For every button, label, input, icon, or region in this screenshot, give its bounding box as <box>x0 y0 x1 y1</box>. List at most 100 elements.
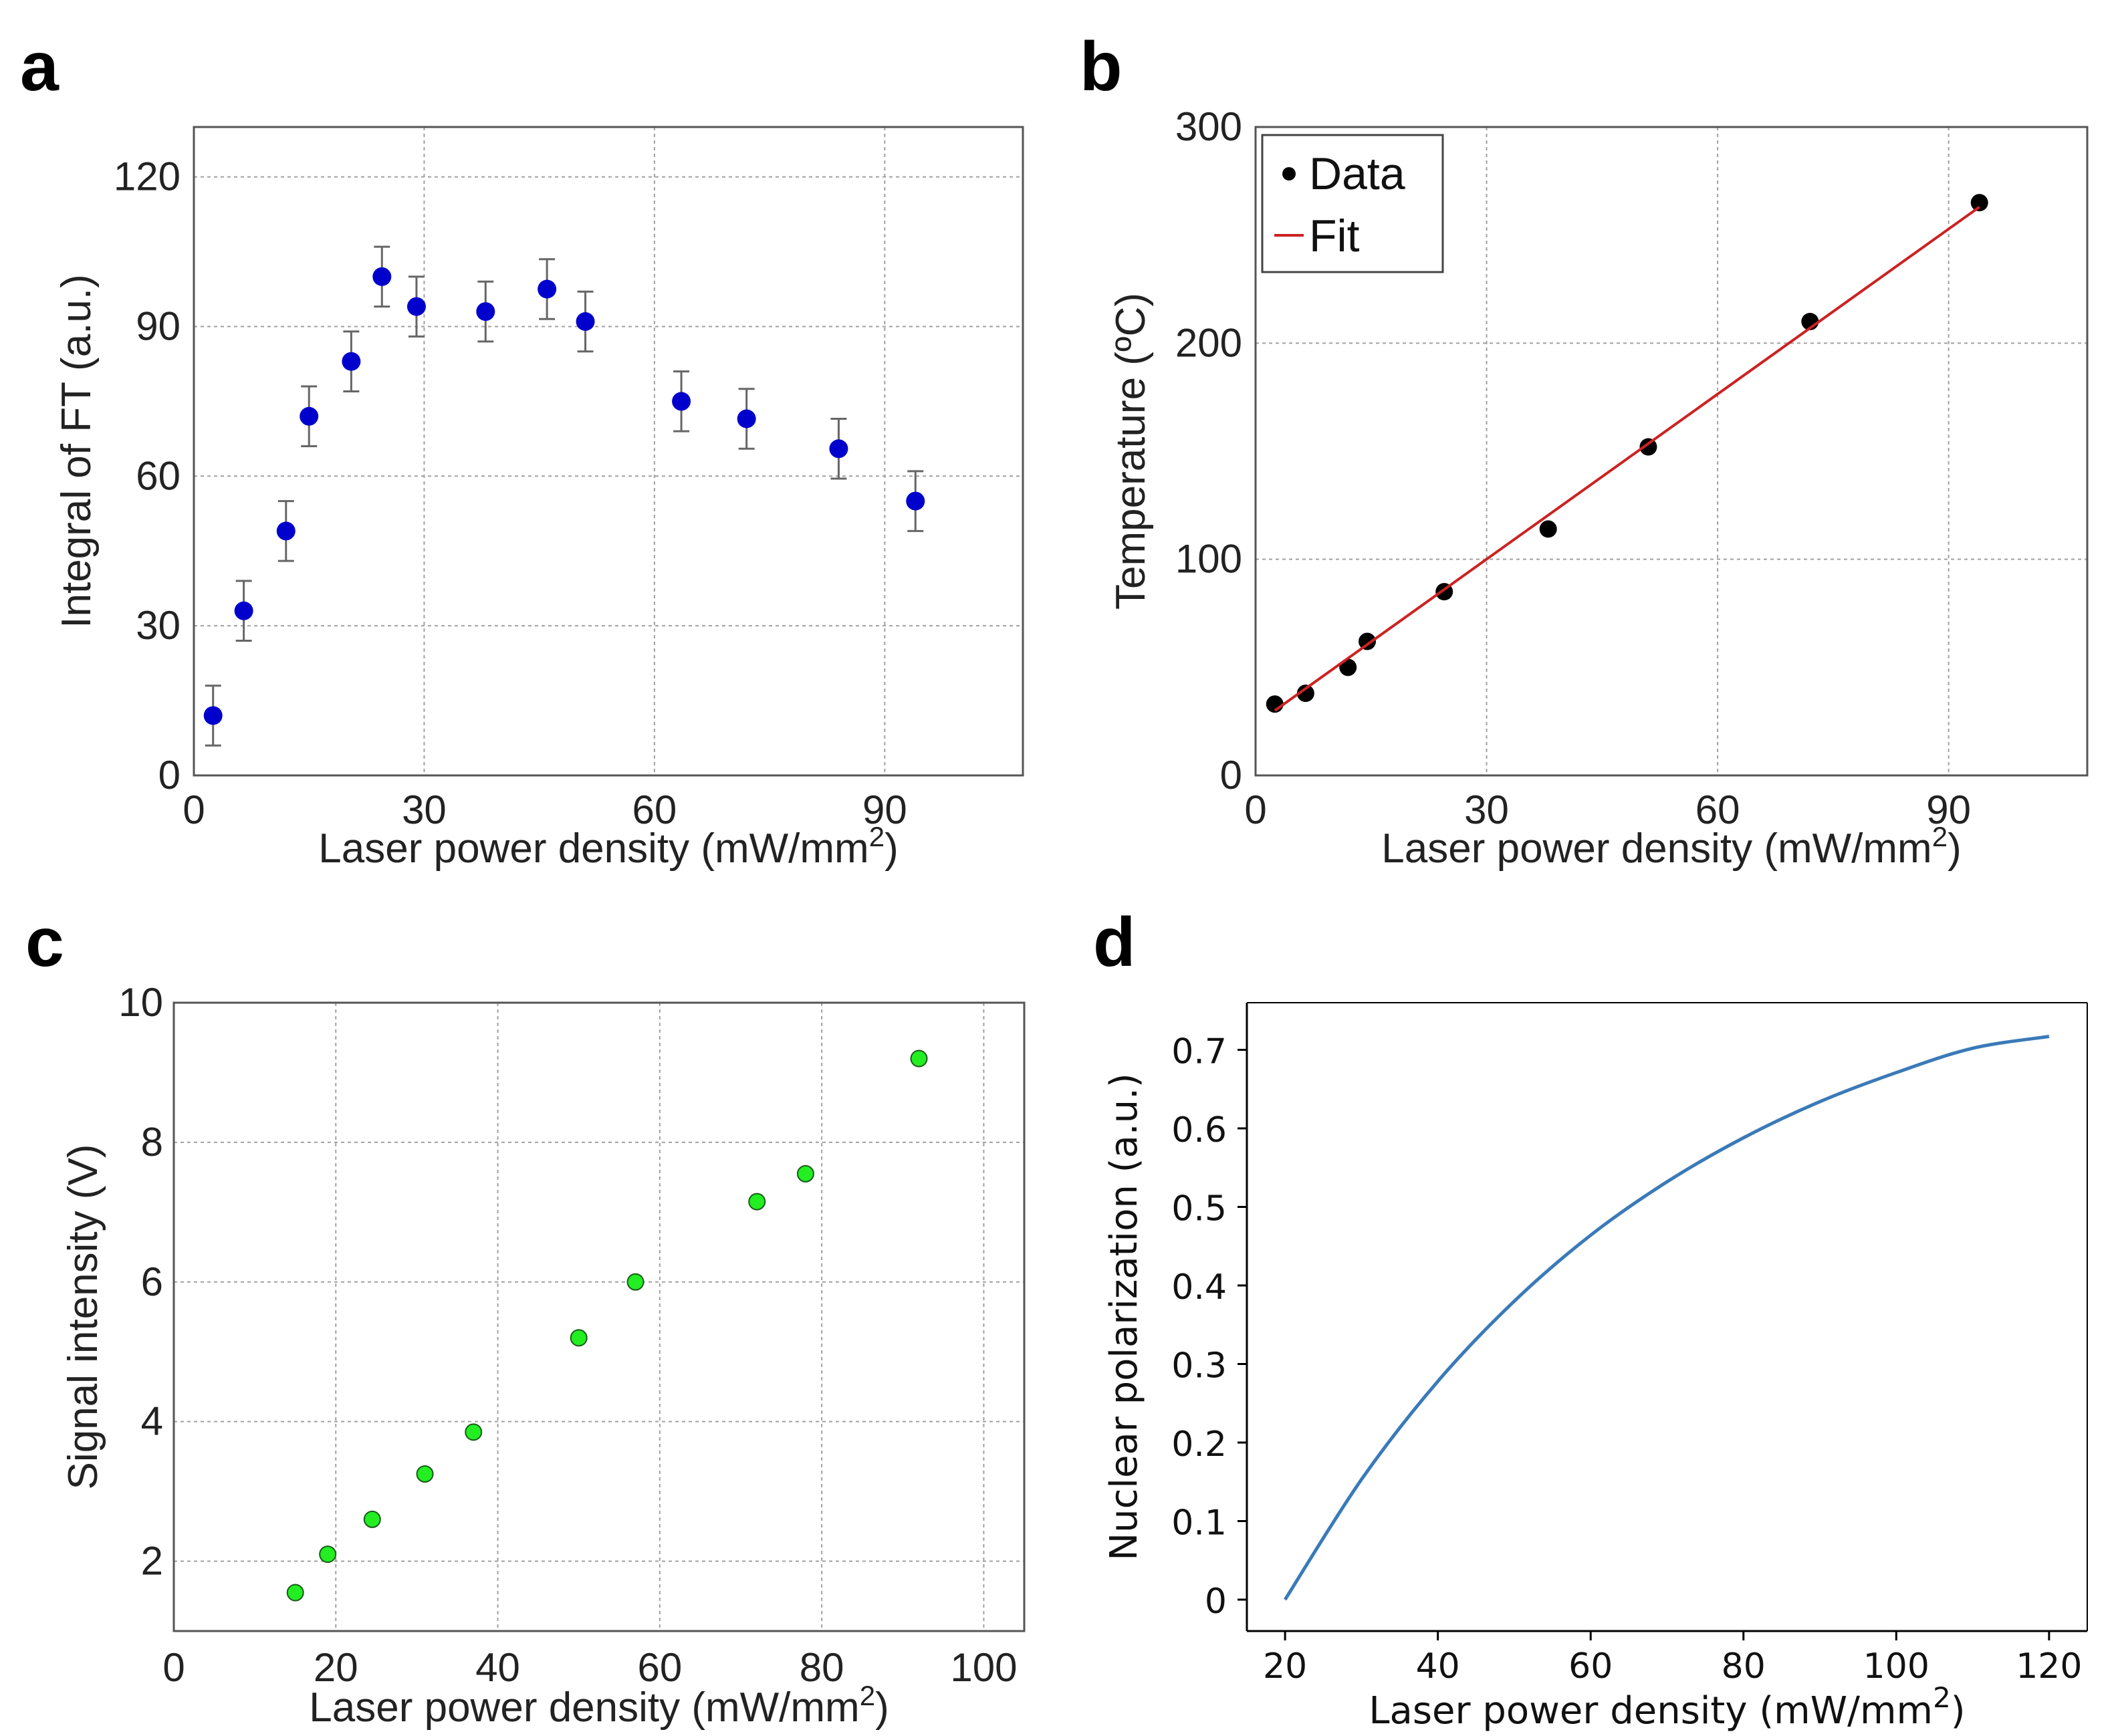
data-point <box>538 279 557 299</box>
fit-line <box>1274 206 1980 712</box>
data-point <box>748 1193 766 1211</box>
x-axis-label: Laser power density (mW/mm2) <box>1369 1681 1965 1733</box>
data-point <box>416 1465 434 1483</box>
legend: Data Fit <box>1261 134 1444 273</box>
y-tick-label: 8 <box>141 1120 163 1164</box>
data-point <box>1970 194 1988 212</box>
x-axis-label-superscript: 2 <box>1932 821 1948 852</box>
y-tick-label: 10 <box>118 980 163 1025</box>
x-tick-label: 30 <box>402 787 447 832</box>
y-tick-label: 200 <box>1175 320 1242 365</box>
panel-label-c: c <box>25 904 64 981</box>
chart-panel-b: b 0 30 60 90 0 100 200 300 Laser power density (m… <box>1080 28 2089 872</box>
x-tick-label: 90 <box>1926 787 1971 832</box>
x-tick-label: 20 <box>1263 1646 1307 1687</box>
x-tick-label: 60 <box>1695 787 1740 832</box>
y-tick-label: 6 <box>141 1259 163 1304</box>
x-axis-label-end: ) <box>875 1685 889 1731</box>
x-axis-label-end: ) <box>1951 1689 1966 1733</box>
x-axis-label-superscript: 2 <box>1933 1681 1951 1714</box>
data-point <box>234 601 253 620</box>
data-point <box>203 706 223 725</box>
x-axis-label-main: Laser power density (mW/mm <box>1369 1689 1933 1733</box>
x-tick-label: 40 <box>1416 1646 1460 1687</box>
x-tick-label: 120 <box>2016 1646 2082 1687</box>
data-point <box>476 302 495 322</box>
x-axis-label-end: ) <box>885 826 899 872</box>
plot-frame <box>193 126 1024 777</box>
data-point <box>829 439 848 459</box>
y-tick-label: 4 <box>141 1399 163 1444</box>
x-axis-label: Laser power density (mW/mm2) <box>309 1680 889 1731</box>
data-point <box>672 392 691 411</box>
x-axis-label-superscript: 2 <box>860 1680 875 1711</box>
data-point <box>906 491 925 511</box>
y-tick-label: 0 <box>1220 753 1242 797</box>
y-axis-label: Integral of FT (a.u.) <box>53 274 100 628</box>
legend-data-label: Data <box>1309 148 1405 199</box>
x-tick-label: 0 <box>162 1645 185 1690</box>
x-tick-label: 100 <box>1863 1646 1929 1687</box>
chart-panel-a: a 0 30 60 90 0 30 60 90 120 Laser power density (m… <box>20 28 1024 872</box>
data-point <box>570 1329 588 1347</box>
data-point <box>626 1273 644 1291</box>
panel-label-b: b <box>1080 28 1123 106</box>
legend-data-marker <box>1282 167 1296 180</box>
x-axis-label-end: ) <box>1948 826 1962 872</box>
y-tick-label: 300 <box>1175 104 1242 149</box>
y-tick-label: 90 <box>136 303 181 348</box>
y-tick-label: 0.4 <box>1171 1267 1227 1308</box>
y-tick-label: 30 <box>136 603 181 648</box>
data-point <box>319 1545 337 1564</box>
x-tick-label: 60 <box>1568 1646 1613 1687</box>
x-tick-label: 60 <box>637 1645 682 1690</box>
plot-frame <box>1254 126 2089 777</box>
y-axis-label: Signal intensity (V) <box>60 1144 106 1490</box>
x-axis-label-main: Laser power density (mW/mm <box>309 1685 859 1731</box>
panel-label-d: d <box>1093 904 1136 981</box>
data-point <box>286 1584 304 1602</box>
x-axis-label: Laser power density (mW/mm2) <box>1381 821 1961 872</box>
x-tick-label: 100 <box>950 1645 1017 1690</box>
y-tick-label: 60 <box>136 453 181 498</box>
data-point <box>406 297 426 316</box>
x-tick-label: 0 <box>1244 787 1266 832</box>
data-point <box>372 267 392 286</box>
y-tick-label: 0.3 <box>1171 1346 1227 1386</box>
data-point <box>1296 685 1314 703</box>
data-point <box>276 521 296 541</box>
x-tick-label: 80 <box>800 1645 844 1690</box>
x-tick-label: 0 <box>183 787 205 832</box>
y-tick-label: 120 <box>114 154 181 199</box>
data-point <box>1359 632 1377 650</box>
data-point <box>1639 438 1657 456</box>
data-point <box>465 1423 483 1441</box>
x-axis-label: Laser power density (mW/mm2) <box>318 821 898 872</box>
x-tick-label: 20 <box>314 1645 358 1690</box>
data-point <box>737 409 756 428</box>
data-point <box>910 1049 928 1068</box>
y-tick-label: 0.5 <box>1171 1189 1227 1229</box>
x-tick-label: 60 <box>632 787 677 832</box>
legend-box <box>1261 134 1444 273</box>
y-tick-label: 0 <box>158 753 181 797</box>
data-point <box>796 1164 814 1183</box>
chart-panel-c: c 0 20 40 60 80 100 2 4 6 8 10 Laser power density (… <box>25 904 1026 1731</box>
data-point <box>342 352 361 371</box>
chart-panel-d: d 20 40 60 80 100 120 0 0.1 0.2 0.3 0.4 0.5 0.6 0.7 Las… <box>1093 904 2088 1733</box>
panel-label-a: a <box>20 28 60 106</box>
y-tick-label: 0.6 <box>1171 1110 1227 1150</box>
x-tick-label: 40 <box>475 1645 520 1690</box>
y-axis-label: Nuclear polarization (a.u.) <box>1102 1073 1146 1560</box>
x-tick-label: 80 <box>1722 1646 1766 1687</box>
legend-fit-label: Fit <box>1309 211 1360 261</box>
x-axis-label-main: Laser power density (mW/mm <box>318 826 868 872</box>
x-tick-label: 90 <box>862 787 907 832</box>
y-tick-label: 100 <box>1175 537 1242 582</box>
y-tick-label: 0.1 <box>1171 1503 1227 1543</box>
y-axis-label: Temperature (ºC) <box>1108 293 1154 610</box>
data-point <box>300 406 319 426</box>
x-axis-label-main: Laser power density (mW/mm <box>1381 826 1931 872</box>
x-axis-label-superscript: 2 <box>869 821 885 852</box>
